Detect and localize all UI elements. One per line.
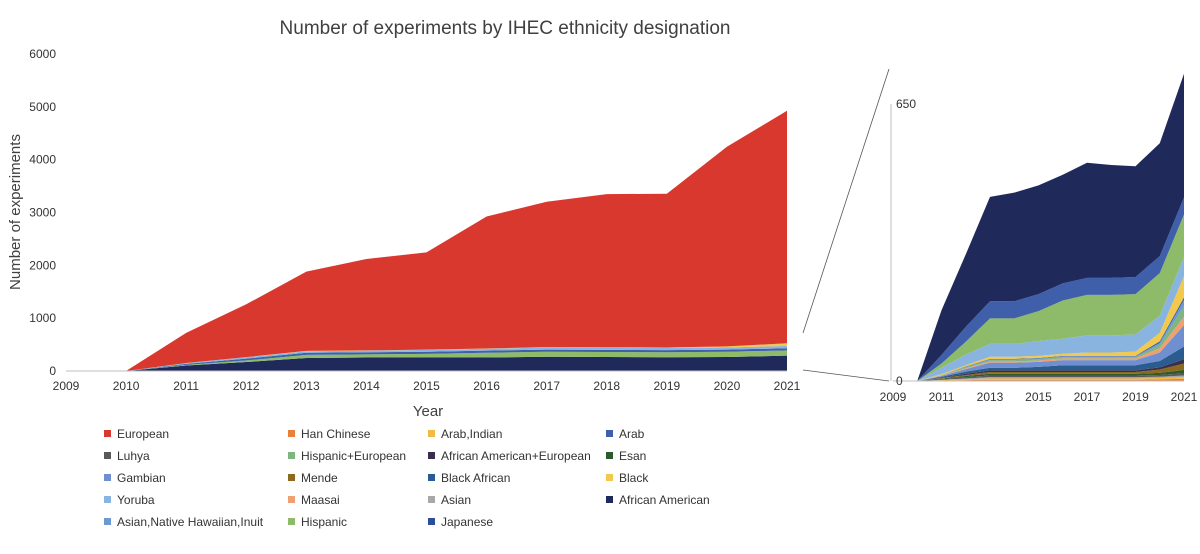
inset-x-tick-2013: 2013 (977, 390, 1004, 404)
inset-x-tick-2015: 2015 (1025, 390, 1052, 404)
main-x-tick-2016: 2016 (473, 379, 500, 393)
main-y-tick-5000: 5000 (29, 100, 56, 114)
main-area-3-yoruba (66, 345, 787, 371)
main-x-tick-2014: 2014 (353, 379, 380, 393)
main-x-tick-2012: 2012 (233, 379, 260, 393)
inset-axes: 2009 2011 2013 2015 2017 2019 2021 0 650 (880, 97, 1198, 404)
inset-x-tick-2009: 2009 (880, 390, 907, 404)
main-x-tick-2009: 2009 (53, 379, 80, 393)
inset-area-2-asian (893, 375, 1184, 381)
inset-area-17-african-american (893, 73, 1184, 382)
main-x-tick-2018: 2018 (593, 379, 620, 393)
main-x-tick-2021: 2021 (774, 379, 801, 393)
inset-y-tick-0: 0 (896, 374, 903, 388)
main-x-tick-2017: 2017 (533, 379, 560, 393)
inset-area-series (893, 73, 1184, 382)
main-y-tick-1000: 1000 (29, 311, 56, 325)
inset-area-1-arab-indian (893, 377, 1184, 381)
main-area-1-hispanic (66, 350, 787, 371)
main-y-tick-3000: 3000 (29, 206, 56, 220)
main-area-5-european (66, 110, 787, 371)
main-x-tick-2020: 2020 (714, 379, 741, 393)
main-axes: 2009 2010 2011 2012 2013 2014 2015 2016 2017 2018… (29, 47, 800, 393)
x-axis-title: Year (413, 403, 443, 420)
zoom-connector-top (802, 68, 890, 334)
main-y-tick-6000: 6000 (29, 47, 56, 61)
inset-area-3-luhya (893, 373, 1184, 381)
inset-area-0-han-chinese (893, 378, 1184, 381)
main-x-tick-2011: 2011 (173, 379, 199, 393)
main-y-tick-2000: 2000 (29, 258, 56, 272)
inset-x-tick-2011: 2011 (929, 390, 955, 404)
inset-area-14-yoruba (893, 256, 1184, 381)
inset-area-13-black (893, 276, 1184, 381)
main-y-tick-0: 0 (49, 364, 56, 378)
main-x-tick-2013: 2013 (293, 379, 320, 393)
inset-y-tick-650: 650 (896, 97, 916, 111)
inset-x-tick-2019: 2019 (1122, 390, 1149, 404)
inset-x-tick-2017: 2017 (1074, 390, 1101, 404)
main-y-tick-4000: 4000 (29, 153, 56, 167)
inset-area-5-mende (893, 363, 1184, 381)
main-x-tick-2010: 2010 (113, 379, 140, 393)
inset-area-7-black-african (893, 346, 1184, 381)
y-axis-title: Number of experiments (7, 134, 24, 290)
inset-area-15-hispanic (893, 214, 1184, 381)
inset-x-tick-2021: 2021 (1171, 390, 1198, 404)
main-area-0-african-american (66, 355, 787, 371)
main-x-tick-2015: 2015 (413, 379, 440, 393)
inset-area-16-arab (893, 197, 1184, 381)
main-area-series (66, 110, 787, 371)
main-x-tick-2019: 2019 (653, 379, 680, 393)
chart-title: Number of experiments by IHEC ethnicity … (280, 18, 731, 39)
main-area-2-arab (66, 348, 787, 371)
zoom-connector-bottom (802, 369, 890, 382)
